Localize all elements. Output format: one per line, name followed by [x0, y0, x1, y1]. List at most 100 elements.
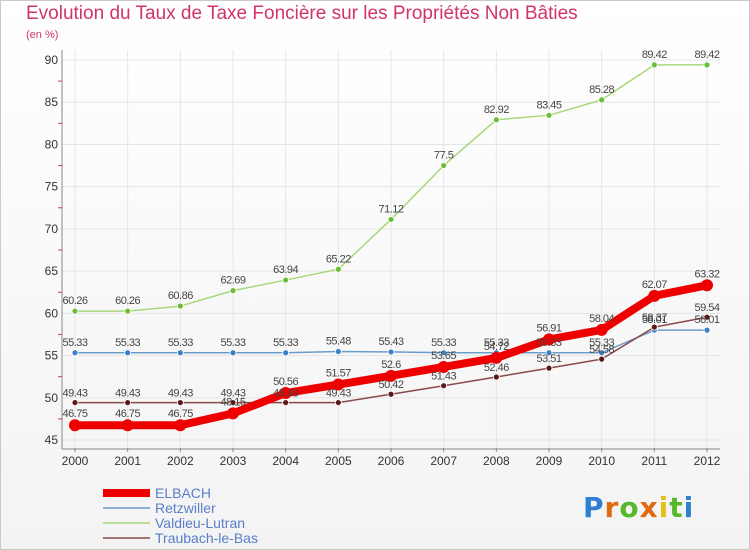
- y-tick-label: 85: [45, 95, 59, 109]
- data-point-traubach-le-bas: [650, 323, 658, 331]
- data-label-valdieu-lutran: 89.42: [694, 49, 719, 61]
- data-point-valdieu-lutran: [334, 265, 342, 273]
- data-label-retzwiller: 55.33: [484, 337, 509, 349]
- data-point-traubach-le-bas: [176, 399, 184, 406]
- x-tick-label: 2006: [378, 454, 405, 468]
- data-label-retzwiller: 58.01: [642, 314, 667, 326]
- data-point-valdieu-lutran: [176, 302, 184, 310]
- x-tick-label: 2004: [272, 454, 299, 468]
- data-label-retzwiller: 55.33: [431, 337, 456, 349]
- data-point-retzwiller: [124, 349, 132, 357]
- data-label-traubach-le-bas: 50.42: [378, 379, 403, 391]
- legend-label-retzwiller: Retzwiller: [155, 500, 216, 516]
- data-point-retzwiller: [176, 349, 184, 357]
- data-point-traubach-le-bas: [229, 399, 237, 406]
- data-point-traubach-le-bas: [71, 399, 79, 406]
- data-label-valdieu-lutran: 89.42: [642, 49, 667, 61]
- data-label-valdieu-lutran: 60.26: [62, 295, 87, 307]
- data-point-elbach: [69, 419, 81, 432]
- data-label-elbach: 52.6: [381, 359, 401, 371]
- data-point-retzwiller: [545, 349, 553, 357]
- y-tick-label: 80: [45, 137, 59, 151]
- data-label-retzwiller: 58.01: [694, 314, 719, 326]
- data-label-traubach-le-bas: 49.43: [62, 388, 87, 400]
- data-label-elbach: 51.57: [326, 368, 351, 380]
- data-label-valdieu-lutran: 82.92: [484, 104, 509, 116]
- data-label-valdieu-lutran: 60.26: [115, 295, 140, 307]
- data-label-retzwiller: 55.33: [62, 337, 87, 349]
- data-point-valdieu-lutran: [703, 61, 711, 69]
- data-point-traubach-le-bas: [598, 355, 606, 363]
- data-label-traubach-le-bas: 54.58: [589, 344, 614, 356]
- y-tick-label: 50: [45, 391, 59, 405]
- data-point-retzwiller: [71, 349, 79, 357]
- data-point-valdieu-lutran: [598, 96, 606, 104]
- x-tick-label: 2002: [167, 454, 194, 468]
- data-point-traubach-le-bas: [703, 313, 711, 321]
- data-point-elbach: [648, 289, 661, 302]
- data-label-valdieu-lutran: 83.45: [536, 99, 561, 111]
- data-point-traubach-le-bas: [282, 399, 290, 406]
- series-lines: [69, 61, 713, 432]
- legend-label-elbach: ELBACH: [155, 485, 211, 501]
- y-tick-label: 60: [45, 306, 59, 320]
- data-label-elbach: 63.32: [694, 268, 719, 280]
- data-labels: 60.26 60.26 60.86 62.69 63.94 65.22 71.12 77.5 8…: [62, 49, 720, 420]
- x-tick-label: 2003: [220, 454, 247, 468]
- y-tick-label: 45: [45, 433, 59, 447]
- x-tick-label: 2008: [483, 454, 510, 468]
- data-label-valdieu-lutran: 60.86: [168, 290, 193, 302]
- y-tick-label: 55: [45, 349, 59, 363]
- data-label-retzwiller: 55.33: [589, 337, 614, 349]
- data-point-elbach: [279, 387, 292, 400]
- data-point-elbach: [121, 419, 134, 432]
- data-label-retzwiller: 55.33: [273, 337, 298, 349]
- data-point-valdieu-lutran: [71, 307, 79, 315]
- data-label-retzwiller: 55.33: [168, 337, 193, 349]
- data-point-retzwiller: [334, 348, 342, 355]
- data-label-elbach: 53.65: [431, 350, 456, 362]
- data-label-elbach: 46.75: [168, 408, 193, 420]
- x-tick-label: 2011: [641, 454, 667, 468]
- data-point-valdieu-lutran: [124, 307, 132, 315]
- x-tick-label: 2001: [114, 454, 141, 468]
- data-label-valdieu-lutran: 63.94: [273, 264, 298, 276]
- data-point-elbach: [437, 360, 450, 373]
- data-label-traubach-le-bas: 49.43: [115, 388, 140, 400]
- data-label-traubach-le-bas: 49.43: [326, 388, 351, 400]
- data-label-valdieu-lutran: 77.5: [434, 150, 454, 162]
- data-label-traubach-le-bas: 52.46: [484, 362, 509, 374]
- data-point-valdieu-lutran: [440, 162, 448, 169]
- y-axis-unit-label: (en %): [26, 29, 59, 41]
- data-point-traubach-le-bas: [440, 382, 448, 390]
- data-label-elbach: 62.07: [642, 279, 667, 291]
- data-point-elbach: [385, 369, 397, 382]
- data-point-elbach: [227, 407, 239, 420]
- x-tick-label: 2010: [588, 454, 615, 468]
- data-point-valdieu-lutran: [229, 287, 237, 295]
- legend: ELBACHRetzwillerValdieu-LutranTraubach-l…: [103, 485, 258, 546]
- y-tick-label: 90: [45, 53, 59, 67]
- data-label-elbach: 48.15: [220, 396, 245, 408]
- data-label-retzwiller: 55.43: [378, 336, 403, 348]
- y-tick-label: 75: [45, 180, 59, 194]
- x-tick-label: 2012: [694, 454, 721, 468]
- axes: 45 50 55 60 65 70 75 80 85 90 2000 2001 2002 2003 2004…: [45, 50, 721, 468]
- data-point-retzwiller: [703, 326, 711, 334]
- data-label-traubach-le-bas: 49.43: [273, 388, 298, 400]
- data-label-valdieu-lutran: 65.22: [326, 253, 351, 265]
- data-point-retzwiller: [282, 349, 290, 357]
- data-label-traubach-le-bas: 53.51: [536, 353, 561, 365]
- data-point-traubach-le-bas: [124, 399, 132, 406]
- data-point-traubach-le-bas: [545, 364, 553, 372]
- data-label-valdieu-lutran: 62.69: [220, 275, 245, 287]
- x-tick-label: 2007: [430, 454, 457, 468]
- chart-title: Evolution du Taux de Taxe Foncière sur l…: [26, 3, 578, 24]
- data-point-retzwiller: [440, 349, 448, 357]
- data-point-valdieu-lutran: [492, 116, 500, 124]
- data-label-traubach-le-bas: 59.54: [694, 302, 719, 314]
- data-point-valdieu-lutran: [387, 216, 395, 223]
- data-label-elbach: 54.72: [484, 341, 509, 353]
